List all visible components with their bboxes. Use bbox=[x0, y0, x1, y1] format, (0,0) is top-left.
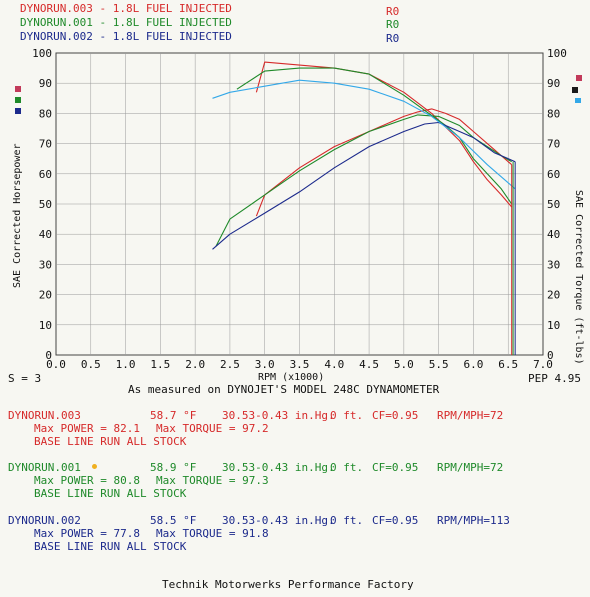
dyno-chart: 0.0 0.5 1.0 1.5 2.0 2.5 3.0 3.5 4.0 4.5 5.0 5.5 6.0 6… bbox=[15, 47, 582, 371]
header-ro-002: R0 bbox=[386, 32, 400, 45]
y-tick-label-left: 60 bbox=[39, 168, 52, 181]
x-tick-label: 2.5 bbox=[220, 358, 240, 371]
x-tick-label: 2.0 bbox=[185, 358, 205, 371]
series-line-2 bbox=[215, 114, 512, 247]
left-legend-mark-green bbox=[15, 97, 21, 103]
run-alt: 0 ft. bbox=[330, 409, 364, 422]
run-max-torque: Max TORQUE = 97.3 bbox=[156, 474, 269, 487]
y-tick-label-right: 60 bbox=[547, 168, 560, 181]
left-legend-mark-red bbox=[15, 86, 21, 92]
x-tick-label: 1.0 bbox=[116, 358, 136, 371]
y-tick-label-left: 80 bbox=[39, 107, 52, 120]
footer-shop-name: Technik Motorwerks Performance Factory bbox=[162, 578, 414, 591]
x-tick-label: 0.5 bbox=[81, 358, 101, 371]
header-run-002: DYNORUN.002 - 1.8L FUEL INJECTED bbox=[20, 30, 232, 43]
y-axis-right-label: SAE Corrected Torque (ft-lbs) bbox=[573, 190, 584, 365]
chart-grid bbox=[55, 52, 544, 356]
header-run-003: DYNORUN.003 - 1.8L FUEL INJECTED bbox=[20, 2, 232, 15]
y-tick-label-right: 90 bbox=[547, 77, 560, 90]
y-tick-label-left: 40 bbox=[39, 228, 52, 241]
x-tick-label: 3.0 bbox=[255, 358, 275, 371]
left-legend-mark-blue bbox=[15, 108, 21, 114]
run-max-power: Max POWER = 77.8 bbox=[34, 527, 140, 540]
series-line-3 bbox=[236, 67, 513, 205]
run-alt: 0 ft. bbox=[330, 461, 364, 474]
run-temp: 58.9 °F bbox=[150, 461, 197, 474]
run-alt: 0 ft. bbox=[330, 514, 364, 527]
y-tick-label-right: 20 bbox=[547, 289, 560, 302]
x-tick-label: 1.5 bbox=[150, 358, 170, 371]
y-tick-label-right: 10 bbox=[547, 319, 560, 332]
y-tick-label-right: 50 bbox=[547, 198, 560, 211]
y-tick-label-left: 70 bbox=[39, 138, 52, 151]
right-legend-mark-cyan bbox=[575, 98, 581, 103]
y-tick-label-left: 20 bbox=[39, 289, 52, 302]
x-tick-label: 5.0 bbox=[394, 358, 414, 371]
y-tick-label-right: 30 bbox=[547, 258, 560, 271]
chart-caption: As measured on DYNOJET'S MODEL 248C DYNA… bbox=[128, 383, 440, 396]
x-tick-label: 6.0 bbox=[463, 358, 483, 371]
chart-ticks: 0.0 0.5 1.0 1.5 2.0 2.5 3.0 3.5 4.0 4.5 5.0 5.5 6.0 6… bbox=[32, 47, 567, 371]
y-tick-label-left: 50 bbox=[39, 198, 52, 211]
x-tick-label: 6.5 bbox=[498, 358, 518, 371]
x-tick-label: 7.0 bbox=[533, 358, 553, 371]
run-name: DYNORUN.003 bbox=[8, 409, 81, 422]
run-max-power: Max POWER = 82.1 bbox=[34, 422, 140, 435]
run-cf: CF=0.95 bbox=[372, 461, 419, 474]
run-note: BASE LINE RUN ALL STOCK bbox=[34, 540, 187, 553]
header-ro-001: R0 bbox=[386, 18, 400, 31]
run-rpm: RPM/MPH=113 bbox=[437, 514, 510, 527]
run-cf: CF=0.95 bbox=[372, 409, 419, 422]
series-line-1 bbox=[255, 61, 513, 208]
run-baro: 30.53-0.43 in.Hg. bbox=[222, 409, 335, 422]
x-tick-label: 4.5 bbox=[359, 358, 379, 371]
y-tick-label-left: 30 bbox=[39, 258, 52, 271]
right-legend-mark-red bbox=[576, 75, 582, 81]
y-tick-label-right: 40 bbox=[547, 228, 560, 241]
x-tick-label: 4.0 bbox=[324, 358, 344, 371]
chart-series bbox=[212, 61, 516, 355]
right-legend-mark-black bbox=[572, 87, 578, 93]
y-tick-label-right: 80 bbox=[547, 107, 560, 120]
y-tick-label-right: 0 bbox=[547, 349, 554, 362]
run-max-torque: Max TORQUE = 97.2 bbox=[156, 422, 269, 435]
header-run-001: DYNORUN.001 - 1.8L FUEL INJECTED bbox=[20, 16, 232, 29]
run-baro: 30.53-0.43 in.Hg. bbox=[222, 514, 335, 527]
run-max-power: Max POWER = 80.8 bbox=[34, 474, 140, 487]
y-tick-label-left: 90 bbox=[39, 77, 52, 90]
x-tick-label: 3.5 bbox=[290, 358, 310, 371]
run-note: BASE LINE RUN ALL STOCK bbox=[34, 435, 187, 448]
y-axis-left-label: SAE Corrected Horsepower bbox=[12, 143, 23, 289]
s-value: S = 3 bbox=[8, 372, 42, 385]
run-temp: 58.7 °F bbox=[150, 409, 197, 422]
pep-value: PEP 4.95 bbox=[528, 372, 581, 385]
x-tick-label: 5.5 bbox=[429, 358, 449, 371]
y-tick-label-right: 100 bbox=[547, 47, 567, 60]
y-tick-label-right: 70 bbox=[547, 138, 560, 151]
y-tick-label-left: 100 bbox=[32, 47, 52, 60]
series-line-5 bbox=[212, 79, 516, 190]
run-rpm: RPM/MPH=72 bbox=[437, 461, 504, 474]
x-axis-label: RPM (x1000) bbox=[258, 372, 325, 383]
run-cf: CF=0.95 bbox=[372, 514, 419, 527]
y-tick-label-left: 0 bbox=[45, 349, 52, 362]
run-max-torque: Max TORQUE = 91.8 bbox=[156, 527, 269, 540]
run-rpm: RPM/MPH=72 bbox=[437, 409, 504, 422]
run-note: BASE LINE RUN ALL STOCK bbox=[34, 487, 187, 500]
x-tick-label: 0.0 bbox=[46, 358, 66, 371]
run-temp: 58.5 °F bbox=[150, 514, 197, 527]
run-name: DYNORUN.002 bbox=[8, 514, 81, 527]
header-ro-003: R0 bbox=[386, 5, 400, 18]
run-name: DYNORUN.001 bbox=[8, 461, 81, 474]
y-tick-label-left: 10 bbox=[39, 319, 52, 332]
series-line-4 bbox=[212, 121, 516, 250]
run-marker-dot bbox=[92, 464, 97, 469]
run-baro: 30.53-0.43 in.Hg. bbox=[222, 461, 335, 474]
